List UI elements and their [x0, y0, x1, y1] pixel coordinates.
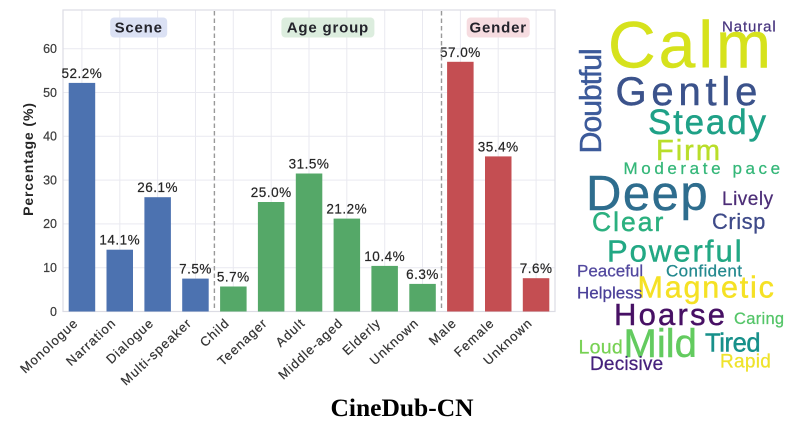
- svg-text:Scene: Scene: [115, 20, 163, 37]
- svg-text:26.1%: 26.1%: [137, 180, 178, 195]
- svg-text:Percentage (%): Percentage (%): [20, 102, 36, 216]
- svg-text:5.7%: 5.7%: [217, 270, 250, 285]
- svg-text:Clear: Clear: [592, 207, 665, 237]
- svg-text:CineDub-CN: CineDub-CN: [330, 393, 474, 422]
- svg-text:35.4%: 35.4%: [478, 139, 519, 154]
- svg-text:Decisive: Decisive: [590, 354, 663, 375]
- svg-text:Helpless: Helpless: [577, 284, 642, 303]
- svg-text:Crisp: Crisp: [712, 209, 766, 234]
- svg-text:7.5%: 7.5%: [179, 262, 212, 277]
- svg-text:Magnetic: Magnetic: [638, 271, 776, 305]
- svg-text:Mild: Mild: [624, 322, 697, 366]
- svg-text:Calm: Calm: [608, 8, 774, 82]
- svg-text:Peaceful: Peaceful: [577, 262, 643, 281]
- svg-text:Gender: Gender: [470, 20, 527, 37]
- svg-text:Lively: Lively: [722, 189, 774, 210]
- svg-text:0: 0: [50, 305, 57, 319]
- svg-text:Rapid: Rapid: [720, 352, 771, 373]
- svg-text:10: 10: [43, 261, 57, 275]
- svg-text:Powerful: Powerful: [607, 234, 744, 269]
- svg-text:52.2%: 52.2%: [62, 66, 103, 81]
- svg-text:40: 40: [43, 130, 57, 144]
- svg-text:31.5%: 31.5%: [289, 157, 330, 172]
- svg-text:Natural: Natural: [722, 19, 777, 36]
- svg-text:6.3%: 6.3%: [406, 267, 439, 282]
- svg-text:Age group: Age group: [287, 20, 369, 37]
- svg-text:Moderate pace: Moderate pace: [624, 159, 784, 178]
- svg-text:Hoarse: Hoarse: [614, 297, 727, 332]
- svg-text:Loud: Loud: [579, 337, 624, 359]
- svg-text:Caring: Caring: [734, 310, 784, 328]
- svg-text:Doubtful: Doubtful: [574, 49, 608, 153]
- svg-text:Deep: Deep: [586, 167, 709, 221]
- svg-text:60: 60: [43, 42, 57, 56]
- svg-text:50: 50: [43, 86, 57, 100]
- svg-text:Confident: Confident: [666, 262, 742, 281]
- svg-text:57.0%: 57.0%: [440, 45, 481, 60]
- svg-text:Tired: Tired: [705, 330, 760, 358]
- svg-text:20: 20: [43, 217, 57, 231]
- svg-text:30: 30: [43, 173, 57, 187]
- svg-text:21.2%: 21.2%: [326, 202, 367, 217]
- svg-text:Firm: Firm: [656, 135, 722, 167]
- svg-text:Gentle: Gentle: [616, 70, 763, 114]
- svg-text:10.4%: 10.4%: [364, 249, 405, 264]
- svg-text:7.6%: 7.6%: [520, 261, 553, 276]
- svg-text:25.0%: 25.0%: [251, 185, 292, 200]
- svg-text:14.1%: 14.1%: [99, 233, 140, 248]
- svg-text:Steady: Steady: [648, 103, 768, 142]
